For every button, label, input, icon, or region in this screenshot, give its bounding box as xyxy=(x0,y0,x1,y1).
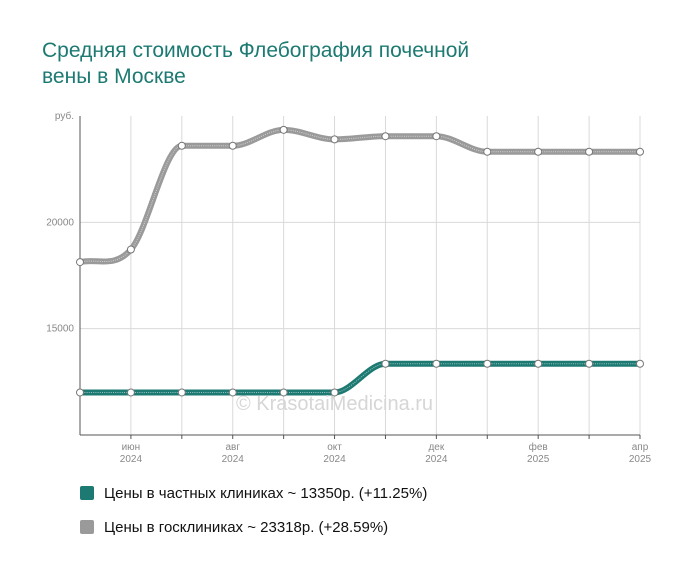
chart-title: Средняя стоимость Флебография почечной в… xyxy=(42,38,642,90)
data-point-public xyxy=(636,147,644,156)
data-point-private xyxy=(534,359,543,368)
data-point-public xyxy=(483,147,492,156)
series-line-public xyxy=(77,126,643,266)
legend-swatch-public xyxy=(80,520,94,534)
data-point-public xyxy=(279,125,288,134)
data-point-public xyxy=(330,135,339,144)
data-point-private xyxy=(330,388,339,397)
data-point-public xyxy=(432,132,441,141)
data-point-private xyxy=(636,359,644,368)
data-point-private xyxy=(381,359,390,368)
x-tick-label-year: 2024 xyxy=(425,454,448,465)
chart-title-line-2: вены в Москве xyxy=(42,65,186,88)
series-line-texture-private xyxy=(79,363,640,393)
data-point-public xyxy=(228,141,237,150)
chart-title-line-1: Средняя стоимость Флебография почечной xyxy=(42,39,470,62)
data-point-public xyxy=(177,141,186,150)
x-tick-label-year: 2024 xyxy=(323,454,346,465)
y-tick-label: 20000 xyxy=(46,217,74,228)
watermark: © KrasotaiMedicina.ru xyxy=(236,393,434,415)
data-point-private xyxy=(177,388,186,397)
data-point-public xyxy=(381,132,390,141)
x-tick-label-month: июн xyxy=(122,442,141,453)
data-point-private xyxy=(585,359,594,368)
data-point-public xyxy=(585,147,594,156)
x-tick-label-month: окт xyxy=(327,442,342,453)
legend-item-public: Цены в госклиниках ~ 23318р. (+28.59%) xyxy=(80,518,427,536)
x-tick-label-year: 2025 xyxy=(527,454,550,465)
legend-label-private: Цены в частных клиниках ~ 13350р. (+11.2… xyxy=(104,484,428,502)
y-tick-label: 15000 xyxy=(46,324,74,335)
x-tick-label-month: дек xyxy=(428,442,444,453)
x-tick-label-year: 2025 xyxy=(629,454,652,465)
legend-label-public: Цены в госклиниках ~ 23318р. (+28.59%) xyxy=(104,518,389,536)
chart-legend: Цены в частных клиниках ~ 13350р. (+11.2… xyxy=(80,484,427,552)
y-axis-unit-label: руб. xyxy=(55,110,74,122)
x-tick-label-month: апр xyxy=(632,442,649,453)
x-tick-label-month: фев xyxy=(529,441,548,453)
legend-item-private: Цены в частных клиниках ~ 13350р. (+11.2… xyxy=(80,484,427,502)
data-point-private xyxy=(483,359,492,368)
x-tick-label-year: 2024 xyxy=(222,454,245,465)
x-tick-label-year: 2024 xyxy=(120,454,143,465)
data-point-private xyxy=(279,388,288,397)
data-point-public xyxy=(126,245,135,254)
data-point-private xyxy=(228,388,237,397)
data-point-private xyxy=(76,388,84,397)
data-point-private xyxy=(126,388,135,397)
x-tick-label-month: авг xyxy=(225,442,240,453)
legend-swatch-private xyxy=(80,486,94,500)
data-point-public xyxy=(534,147,543,156)
data-point-public xyxy=(76,258,84,267)
data-point-private xyxy=(432,359,441,368)
